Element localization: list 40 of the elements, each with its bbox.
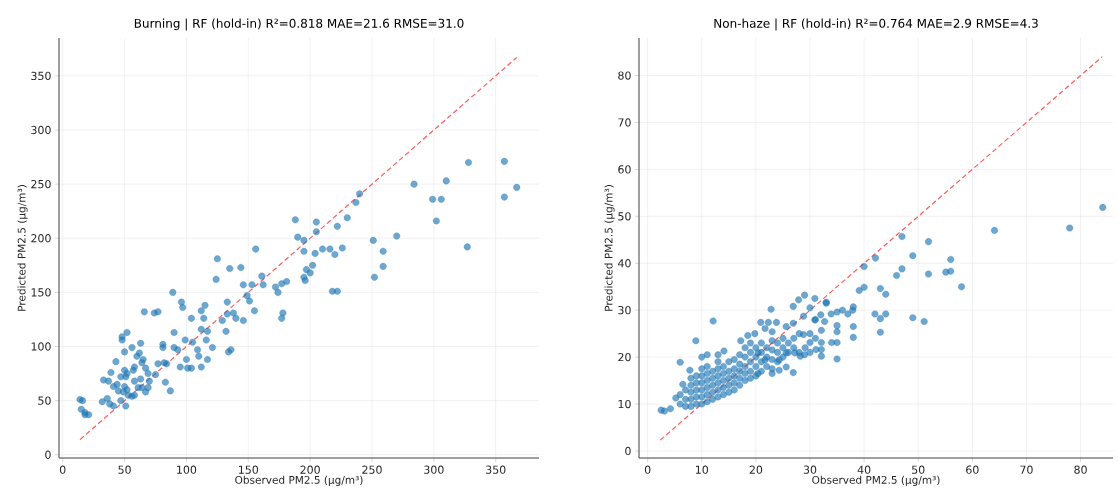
y-tick-label: 60	[618, 165, 631, 174]
y-tick-label: 350	[31, 71, 51, 81]
y-tick-label: 40	[618, 259, 631, 268]
y-tick-label: 200	[31, 234, 51, 243]
y-tick-label: 50	[38, 396, 51, 405]
y-axis-title: Predicted PM2.5 (μg/m³)	[17, 185, 28, 311]
x-tick-label: 250	[362, 465, 382, 474]
y-tick-label: 30	[618, 306, 631, 315]
y-tick-label: 250	[31, 179, 51, 189]
chart-title: Burning | RF (hold-in) R²=0.818 MAE=21.6 RMSE=31.0	[134, 18, 464, 31]
x-tick-label: 70	[1020, 465, 1033, 474]
y-tick-label: 10	[618, 399, 631, 409]
x-tick-label: 0	[59, 465, 66, 474]
y-tick-label: 100	[31, 342, 51, 351]
y-tick-label: 80	[618, 71, 631, 80]
x-tick-label: 0	[644, 465, 651, 474]
y-tick-label: 70	[618, 118, 631, 127]
x-tick-label: 40	[857, 465, 871, 474]
y-tick-label: 20	[618, 352, 631, 362]
x-tick-label: 60	[966, 465, 979, 474]
x-tick-label: 80	[1074, 465, 1087, 474]
x-tick-label: 200	[300, 465, 320, 474]
x-tick-label: 300	[424, 465, 444, 474]
x-tick-label: 30	[803, 465, 817, 474]
y-tick-label: 0	[625, 446, 631, 456]
x-axis-title: Observed PM2.5 (μg/m³)	[235, 475, 363, 486]
x-axis-title: Observed PM2.5 (μg/m³)	[812, 475, 940, 486]
x-tick-label: 10	[695, 465, 709, 474]
y-tick-label: 50	[618, 212, 631, 221]
y-axis-title: Predicted PM2.5 (μg/m³)	[604, 185, 615, 311]
x-tick-label: 20	[749, 465, 763, 474]
y-tick-label: 150	[31, 288, 51, 297]
x-tick-label: 100	[177, 465, 197, 474]
x-tick-label: 150	[238, 465, 259, 474]
chart-title: Non-haze | RF (hold-in) R²=0.764 MAE=2.9 RMSE=4.3	[714, 18, 1038, 31]
y-tick-label: 300	[31, 125, 51, 135]
x-tick-label: 50	[912, 465, 925, 474]
x-tick-label: 350	[486, 465, 506, 474]
y-tick-label: 0	[45, 450, 51, 459]
x-tick-label: 50	[118, 465, 131, 474]
